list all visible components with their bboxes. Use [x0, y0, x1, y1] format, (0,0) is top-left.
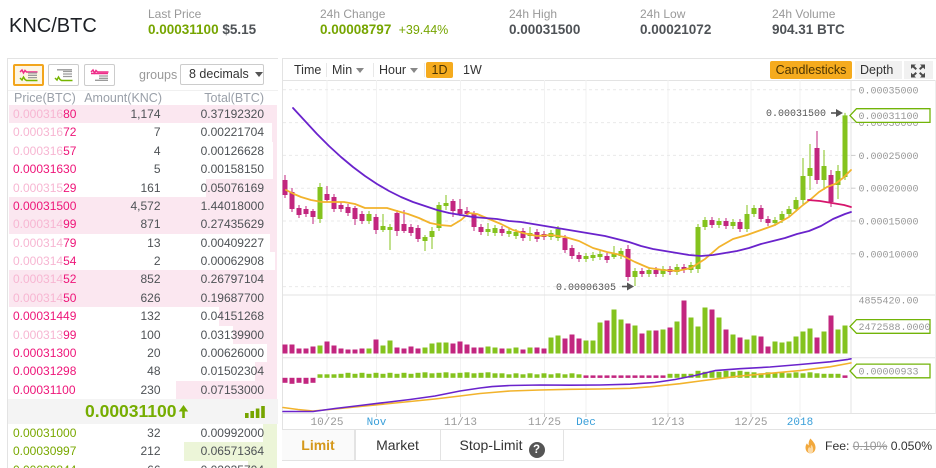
svg-text:0.00030000: 0.00030000	[859, 119, 919, 130]
svg-text:0.00015000: 0.00015000	[859, 218, 919, 229]
svg-text:11/13: 11/13	[444, 417, 477, 429]
svg-text:0.00006305: 0.00006305	[556, 283, 616, 294]
svg-text:0.00031500: 0.00031500	[766, 109, 826, 120]
svg-text:0.00000933: 0.00000933	[859, 368, 919, 379]
svg-text:0.00020000: 0.00020000	[859, 185, 919, 196]
svg-text:0.00010000: 0.00010000	[859, 250, 919, 261]
svg-text:Dec: Dec	[576, 417, 596, 429]
svg-text:Nov: Nov	[367, 417, 387, 429]
svg-text:12/13: 12/13	[651, 417, 684, 429]
svg-text:0.00031100: 0.00031100	[859, 112, 919, 123]
svg-text:2472588.0000: 2472588.0000	[859, 323, 931, 334]
svg-text:12/25: 12/25	[734, 417, 767, 429]
svg-text:11/25: 11/25	[528, 417, 561, 429]
svg-text:0.00035000: 0.00035000	[859, 86, 919, 97]
svg-text:0.00025000: 0.00025000	[859, 152, 919, 163]
svg-text:4855420.00: 4855420.00	[859, 297, 919, 308]
svg-text:10/25: 10/25	[310, 417, 343, 429]
svg-text:2018: 2018	[787, 417, 813, 429]
